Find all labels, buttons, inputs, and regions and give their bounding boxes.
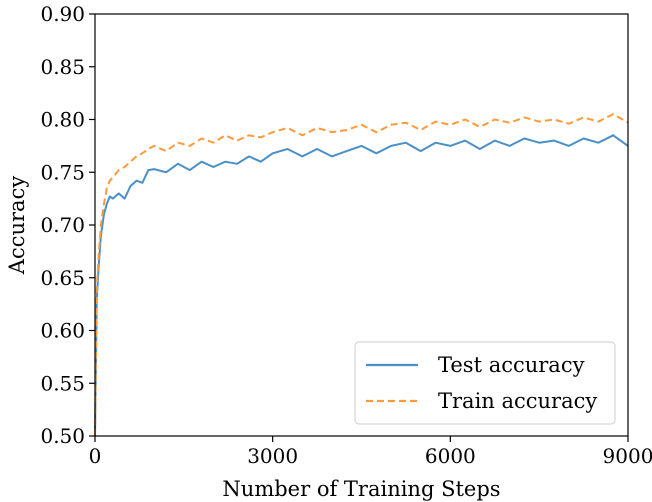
series-line-test-accuracy xyxy=(94,134,629,437)
series-layer xyxy=(94,113,629,437)
y-tick-label: 0.75 xyxy=(40,160,85,184)
ticks-layer: 0 3000 6000 9000 0.50 0.55 0.60 0.65 0.70 0.75 0.8… xyxy=(40,2,652,468)
y-axis-label: Accuracy xyxy=(5,176,29,276)
y-tick-label: 0.50 xyxy=(40,424,85,448)
series-line-train-accuracy xyxy=(94,113,629,437)
x-tick-label: 0 xyxy=(89,444,102,468)
legend-label-train-accuracy: Train accuracy xyxy=(438,389,597,413)
x-tick-label: 3000 xyxy=(247,444,298,468)
legend-box xyxy=(354,341,616,425)
y-tick-label: 0.65 xyxy=(40,266,85,290)
y-tick-label: 0.80 xyxy=(40,108,85,132)
x-tick-label: 9000 xyxy=(603,444,652,468)
y-tick-label: 0.85 xyxy=(40,55,85,79)
y-tick-label: 0.70 xyxy=(40,213,85,237)
legend: Test accuracy Train accuracy xyxy=(354,341,616,425)
x-tick-label: 6000 xyxy=(425,444,476,468)
y-tick-label: 0.90 xyxy=(40,2,85,26)
y-tick-label: 0.60 xyxy=(40,319,85,343)
legend-label-test-accuracy: Test accuracy xyxy=(438,353,585,377)
y-tick-label: 0.55 xyxy=(40,371,85,395)
x-axis-label: Number of Training Steps xyxy=(222,477,500,501)
